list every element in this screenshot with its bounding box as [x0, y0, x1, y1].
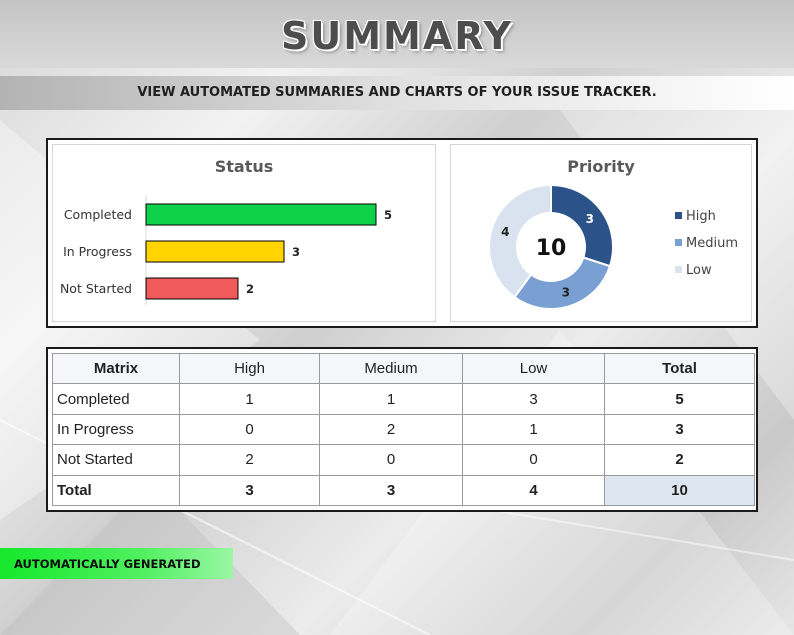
status-data-label: 5 [384, 208, 392, 222]
matrix-cell: 1 [319, 383, 463, 415]
matrix-cell: 0 [319, 444, 463, 476]
priority-donut-chart: 3 3 4 10 High Medium Low [488, 183, 738, 310]
matrix-cell: 2 [179, 444, 320, 476]
priority-legend-label: Medium [686, 236, 738, 251]
status-bar [145, 203, 377, 226]
status-chart[interactable]: Status Completed 5 In Progress 3 Not Started… [52, 144, 436, 322]
matrix-cell: 2 [319, 413, 463, 446]
priority-data-label: 3 [586, 212, 594, 226]
matrix-row-label: Not Started [52, 444, 180, 476]
auto-generated-label: AUTOMATICALLY GENERATED [0, 548, 233, 579]
matrix-row-total: 5 [604, 383, 755, 415]
table-row: Completed 1 1 3 5 [52, 383, 755, 415]
matrix-total-cell: 3 [179, 474, 320, 507]
status-data-label: 3 [292, 245, 300, 259]
priority-data-label: 4 [501, 225, 509, 239]
matrix-total-label: Total [52, 474, 180, 507]
status-data-label: 2 [246, 282, 254, 296]
matrix-row-label: Completed [52, 383, 180, 415]
priority-chart-title: Priority [567, 157, 635, 176]
matrix-cell: 1 [462, 413, 605, 446]
status-category-label: In Progress [63, 244, 132, 259]
auto-generated-text: AUTOMATICALLY GENERATED [14, 557, 201, 571]
status-bar [145, 240, 285, 263]
table-row: Not Started 2 0 0 2 [52, 444, 755, 476]
table-row: In Progress 0 2 1 3 [52, 413, 755, 446]
matrix-total-cell: 3 [319, 474, 463, 507]
page-title: SUMMARY [281, 14, 513, 58]
priority-legend-label: High [686, 209, 716, 224]
matrix-cell: 3 [462, 383, 605, 415]
priority-legend-swatch [675, 212, 682, 219]
matrix-header-row: Matrix High Medium Low Total [52, 352, 755, 385]
charts-container: Status Completed 5 In Progress 3 Not Started… [46, 138, 758, 328]
matrix-grand-total: 10 [604, 474, 755, 507]
matrix-header-cell: Total [604, 352, 755, 385]
matrix-row-total: 2 [604, 444, 755, 476]
status-category-label: Not Started [60, 281, 132, 296]
matrix-cell: 0 [179, 413, 320, 446]
priority-center-total: 10 [536, 236, 567, 261]
subtitle-bar: VIEW AUTOMATED SUMMARIES AND CHARTS OF Y… [0, 76, 794, 110]
matrix-table-container: Matrix High Medium Low Total Completed 1… [46, 347, 758, 512]
status-category-label: Completed [64, 207, 132, 222]
priority-legend-label: Low [686, 263, 712, 278]
matrix-header-cell: Matrix [52, 352, 180, 385]
priority-chart[interactable]: Priority 3 3 4 10 High Medium Low [450, 144, 752, 322]
matrix-cell: 0 [462, 444, 605, 476]
matrix-total-row: Total 3 3 4 10 [52, 474, 755, 507]
matrix-total-cell: 4 [462, 474, 605, 507]
matrix-cell: 1 [179, 383, 320, 415]
priority-legend-swatch [675, 266, 682, 273]
priority-legend-swatch [675, 239, 682, 246]
matrix-header-cell: Low [462, 352, 605, 385]
priority-slice [488, 183, 552, 299]
priority-data-label: 3 [562, 286, 570, 300]
header-band [0, 0, 794, 68]
matrix-row-total: 3 [604, 413, 755, 446]
matrix-row-label: In Progress [52, 413, 180, 446]
matrix-header-cell: Medium [319, 352, 463, 385]
status-chart-title: Status [214, 157, 274, 176]
matrix-header-cell: High [179, 352, 320, 385]
status-bar-chart: Completed 5 In Progress 3 Not Started 2 [60, 195, 392, 305]
matrix-table: Matrix High Medium Low Total Completed 1… [52, 352, 755, 507]
status-bar [145, 277, 239, 300]
priority-slice [513, 256, 612, 310]
subtitle-text: VIEW AUTOMATED SUMMARIES AND CHARTS OF Y… [137, 85, 657, 100]
